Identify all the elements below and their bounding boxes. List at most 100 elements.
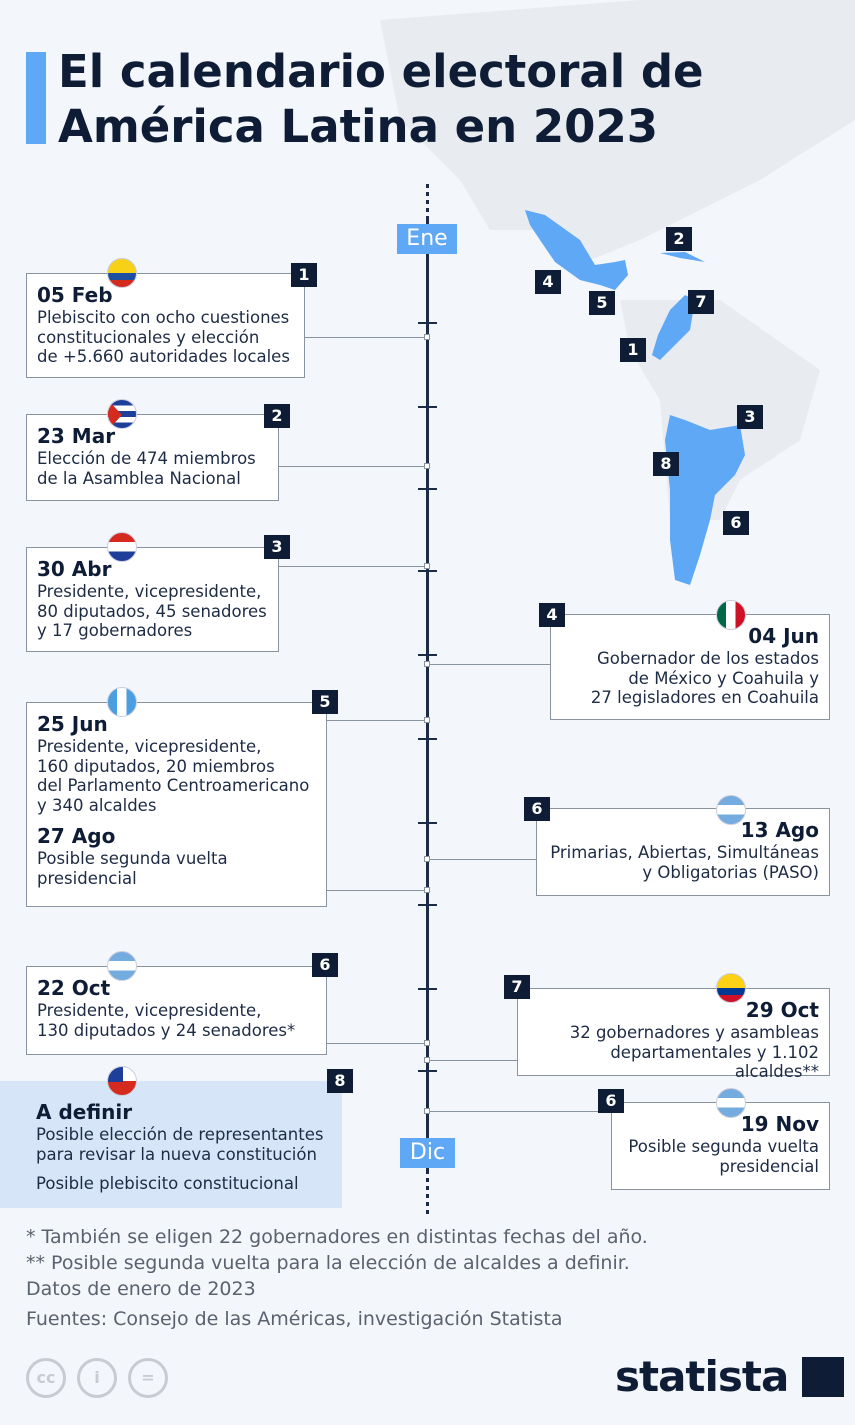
month-tick xyxy=(418,322,437,324)
event-desc: Presidente, vicepresidente, 160 diputados… xyxy=(37,737,310,815)
argentina-flag-icon xyxy=(107,951,137,981)
event-date: 22 Oct xyxy=(37,976,111,1000)
event-desc-2: Posible segunda vuelta presidencial xyxy=(37,849,228,888)
connector xyxy=(427,664,550,665)
chile-flag-icon xyxy=(107,1066,137,1096)
month-tick xyxy=(418,738,437,740)
statista-logo-icon xyxy=(801,1357,844,1397)
event-date: A definir xyxy=(36,1100,133,1124)
connector xyxy=(304,337,427,338)
map-cuba xyxy=(660,252,705,262)
event-number-badge: 6 xyxy=(598,1089,624,1113)
month-tick xyxy=(418,488,437,490)
event-marker xyxy=(424,1057,430,1063)
paraguay-flag-icon xyxy=(107,532,137,562)
event-desc: Posible elección de representantes para r… xyxy=(36,1125,324,1164)
event-number-badge: 1 xyxy=(291,263,317,287)
event-desc-2: Posible plebiscito constitucional xyxy=(36,1174,299,1193)
map-mexico xyxy=(525,210,628,290)
sources-note: Fuentes: Consejo de las Américas, invest… xyxy=(26,1308,563,1330)
event-desc: Presidente, vicepresidente, 130 diputados… xyxy=(37,1001,296,1040)
month-tick xyxy=(418,1070,437,1072)
footnotes: * También se eligen 22 gobernadores en d… xyxy=(26,1224,648,1332)
attribution-icon[interactable]: i xyxy=(77,1358,117,1398)
map-label: 3 xyxy=(737,405,763,429)
event-desc: Primarias, Abiertas, Simultáneas y Obliga… xyxy=(550,843,819,882)
event-marker xyxy=(424,334,430,340)
event-desc: Posible segunda vuelta presidencial xyxy=(628,1137,819,1176)
event-date-2: 27 Ago xyxy=(37,824,116,848)
event-date: 19 Nov xyxy=(740,1112,819,1136)
event-number-badge: 8 xyxy=(327,1069,353,1093)
month-label-end: Dic xyxy=(400,1138,455,1168)
timeline-axis xyxy=(426,180,429,1210)
argentina-flag-icon xyxy=(716,1088,746,1118)
event-marker xyxy=(424,1040,430,1046)
no-derivatives-icon[interactable]: = xyxy=(128,1358,168,1398)
month-tick xyxy=(418,988,437,990)
event-date: 05 Feb xyxy=(37,283,113,307)
data-date-note: Datos de enero de 2023 xyxy=(26,1278,256,1300)
event-desc: Elección de 474 miembros de la Asamblea N… xyxy=(37,449,256,488)
map-label: 7 xyxy=(688,290,714,314)
timeline-axis-dashed-top xyxy=(426,180,429,220)
event-number-badge: 5 xyxy=(312,690,338,714)
map-label: 5 xyxy=(589,291,615,315)
ecuador-flag-icon xyxy=(107,258,137,288)
event-number-badge: 3 xyxy=(264,535,290,559)
map-label: 2 xyxy=(666,227,692,251)
event-marker xyxy=(424,717,430,723)
event-card-paraguay: 30 Abr Presidente, vicepresidente, 80 dip… xyxy=(26,547,279,652)
map-label: 1 xyxy=(620,338,646,362)
connector xyxy=(427,859,536,860)
event-marker xyxy=(424,463,430,469)
map-label: 4 xyxy=(535,270,561,294)
colombia-flag-icon xyxy=(716,973,746,1003)
map-label: 8 xyxy=(653,452,679,476)
connector xyxy=(326,890,427,891)
footnote: ** Posible segunda vuelta para la elecci… xyxy=(26,1252,630,1274)
creative-commons-icon[interactable]: cc xyxy=(26,1358,66,1398)
mexico-flag-icon xyxy=(716,600,746,630)
event-card-colombia: 29 Oct 32 gobernadores y asambleas depart… xyxy=(517,988,830,1081)
event-card-cuba: 23 Mar Elección de 474 miembros de la Asa… xyxy=(26,414,279,501)
event-marker xyxy=(424,563,430,569)
map-argentina-chile xyxy=(665,415,745,585)
month-tick xyxy=(418,904,437,906)
connector xyxy=(326,720,427,721)
event-card-argentina-ago: 13 Ago Primarias, Abiertas, Simultáneas y… xyxy=(536,808,830,896)
title-accent-bar xyxy=(26,52,46,144)
statista-logo[interactable]: statista xyxy=(615,1352,844,1401)
map-label: 6 xyxy=(723,511,749,535)
event-card-chile: A definir Posible elección de representa… xyxy=(0,1081,342,1208)
event-date: 29 Oct xyxy=(745,998,819,1022)
month-tick xyxy=(418,406,437,408)
month-tick xyxy=(418,654,437,656)
argentina-flag-icon xyxy=(716,795,746,825)
connector xyxy=(326,1043,427,1044)
event-desc: 32 gobernadores y asambleas departamental… xyxy=(569,1023,819,1081)
timeline-axis-dashed-bottom xyxy=(426,1170,429,1215)
connector xyxy=(427,1060,517,1061)
month-tick xyxy=(418,570,437,572)
connector xyxy=(278,566,427,567)
event-date: 13 Ago xyxy=(740,818,819,842)
title-line-2: América Latina en 2023 xyxy=(58,100,659,153)
title-line-1: El calendario electoral de xyxy=(58,45,704,98)
event-marker xyxy=(424,856,430,862)
page-title: El calendario electoral de América Latin… xyxy=(58,44,818,154)
event-card-argentina-nov: 19 Nov Posible segunda vuelta presidencia… xyxy=(611,1102,830,1190)
event-desc: Gobernador de los estados de México y Coa… xyxy=(590,649,819,707)
event-marker xyxy=(424,887,430,893)
event-desc: Plebiscito con ocho cuestiones constituci… xyxy=(37,308,290,366)
event-card-mexico: 04 Jun Gobernador de los estados de Méxic… xyxy=(550,614,830,720)
event-number-badge: 2 xyxy=(264,404,290,428)
event-number-badge: 6 xyxy=(524,797,550,821)
footnote: * También se eligen 22 gobernadores en d… xyxy=(26,1226,648,1248)
month-tick xyxy=(418,822,437,824)
map-colombia xyxy=(652,295,695,360)
event-date: 25 Jun xyxy=(37,712,108,736)
event-marker xyxy=(424,661,430,667)
guatemala-flag-icon xyxy=(107,687,137,717)
event-number-badge: 4 xyxy=(539,603,565,627)
